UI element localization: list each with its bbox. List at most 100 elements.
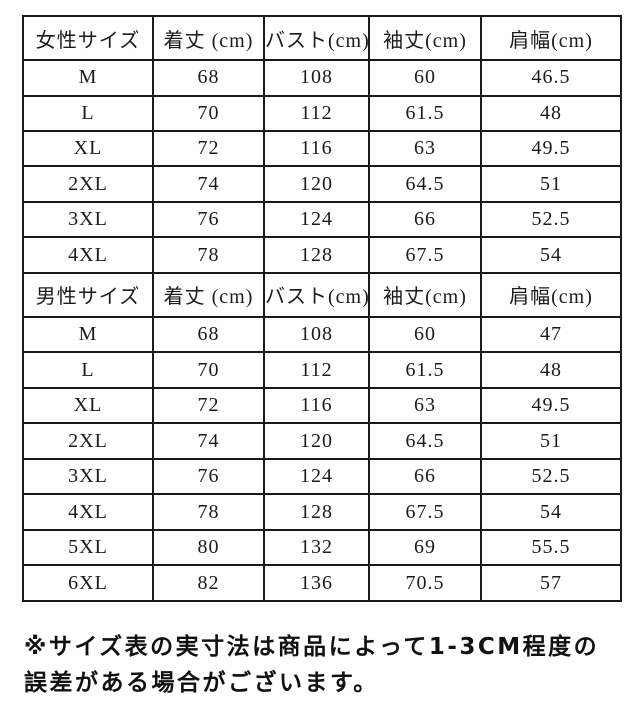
table-cell: 78 [152,236,265,274]
column-header: 着丈 (cm) [152,14,265,62]
table-cell: 49.5 [480,386,622,425]
table-cell: 48 [480,94,622,132]
table-cell: 74 [152,422,265,460]
table-cell: 49.5 [480,129,622,168]
column-header: 肩幅(cm) [480,271,622,318]
table-cell: 60 [368,59,482,97]
table-cell: 69 [368,528,482,567]
size-label-cell: XL [22,129,154,168]
size-table-body: 女性サイズ 着丈 (cm) バスト(cm) 袖丈(cm) 肩幅(cm) M 68 108 60 4… [22,14,622,602]
column-header: 肩幅(cm) [480,14,622,62]
size-label-cell: XL [22,386,154,425]
table-cell: 128 [263,236,370,274]
table-cell: 47 [480,315,622,354]
table-cell: 124 [263,457,370,496]
table-cell: 67.5 [368,236,482,274]
table-cell: 63 [368,386,482,425]
table-cell: 76 [152,457,265,496]
table-cell: 108 [263,315,370,354]
table-row: 2XL 74 120 64.5 51 [22,422,622,460]
table-row: 4XL 78 128 67.5 54 [22,236,622,274]
size-label-cell: 4XL [22,236,154,274]
size-label-cell: 5XL [22,528,154,567]
size-label-cell: 6XL [22,564,154,602]
header-row-women: 女性サイズ 着丈 (cm) バスト(cm) 袖丈(cm) 肩幅(cm) [22,14,622,62]
size-label-cell: M [22,315,154,354]
table-row: 6XL 82 136 70.5 57 [22,564,622,602]
table-cell: 120 [263,422,370,460]
table-cell: 74 [152,165,265,203]
table-cell: 61.5 [368,351,482,389]
table-cell: 52.5 [480,457,622,496]
table-cell: 108 [263,59,370,97]
table-cell: 54 [480,493,622,531]
table-cell: 46.5 [480,59,622,97]
table-cell: 116 [263,386,370,425]
table-cell: 54 [480,236,622,274]
table-cell: 55.5 [480,528,622,567]
table-cell: 82 [152,564,265,602]
table-cell: 57 [480,564,622,602]
size-label-cell: M [22,59,154,97]
table-row: M 68 108 60 47 [22,315,622,354]
table-cell: 67.5 [368,493,482,531]
table-row: 2XL 74 120 64.5 51 [22,165,622,203]
column-header: 男性サイズ [22,271,154,318]
table-cell: 132 [263,528,370,567]
size-label-cell: 3XL [22,457,154,496]
size-label-cell: 4XL [22,493,154,531]
size-label-cell: L [22,94,154,132]
table-cell: 80 [152,528,265,567]
table-cell: 76 [152,200,265,239]
table-cell: 52.5 [480,200,622,239]
size-label-cell: 2XL [22,422,154,460]
table-row: XL 72 116 63 49.5 [22,386,622,425]
size-label-cell: 2XL [22,165,154,203]
table-cell: 120 [263,165,370,203]
table-cell: 70 [152,351,265,389]
table-row: L 70 112 61.5 48 [22,351,622,389]
column-header: 袖丈(cm) [368,14,482,62]
size-chart-table: 女性サイズ 着丈 (cm) バスト(cm) 袖丈(cm) 肩幅(cm) M 68 108 60 4… [22,14,622,602]
size-note-line2: 誤差がある場合がございます。 [24,670,379,696]
table-cell: 116 [263,129,370,168]
table-cell: 61.5 [368,94,482,132]
table-cell: 112 [263,351,370,389]
table-cell: 112 [263,94,370,132]
table-row: 3XL 76 124 66 52.5 [22,457,622,496]
size-label-cell: 3XL [22,200,154,239]
table-row: 5XL 80 132 69 55.5 [22,528,622,567]
table-cell: 66 [368,457,482,496]
size-note-line1: ※サイズ表の実寸法は商品によって1-3CM程度の [24,634,600,660]
table-cell: 63 [368,129,482,168]
table-cell: 72 [152,129,265,168]
table-cell: 70.5 [368,564,482,602]
table-row: L 70 112 61.5 48 [22,94,622,132]
table-cell: 78 [152,493,265,531]
table-cell: 136 [263,564,370,602]
table-cell: 60 [368,315,482,354]
size-note: ※サイズ表の実寸法は商品によって1-3CM程度の 誤差がある場合がございます。 [24,629,624,701]
table-row: 4XL 78 128 67.5 54 [22,493,622,531]
table-cell: 51 [480,165,622,203]
table-cell: 66 [368,200,482,239]
table-row: 3XL 76 124 66 52.5 [22,200,622,239]
column-header: 袖丈(cm) [368,271,482,318]
table-cell: 51 [480,422,622,460]
table-row: M 68 108 60 46.5 [22,59,622,97]
table-cell: 48 [480,351,622,389]
table-cell: 124 [263,200,370,239]
table-cell: 70 [152,94,265,132]
column-header: 着丈 (cm) [152,271,265,318]
table-cell: 64.5 [368,422,482,460]
column-header: バスト(cm) [263,14,370,62]
table-row: XL 72 116 63 49.5 [22,129,622,168]
header-row-men: 男性サイズ 着丈 (cm) バスト(cm) 袖丈(cm) 肩幅(cm) [22,271,622,318]
size-label-cell: L [22,351,154,389]
table-cell: 68 [152,315,265,354]
table-cell: 64.5 [368,165,482,203]
column-header: 女性サイズ [22,14,154,62]
table-cell: 128 [263,493,370,531]
table-cell: 68 [152,59,265,97]
